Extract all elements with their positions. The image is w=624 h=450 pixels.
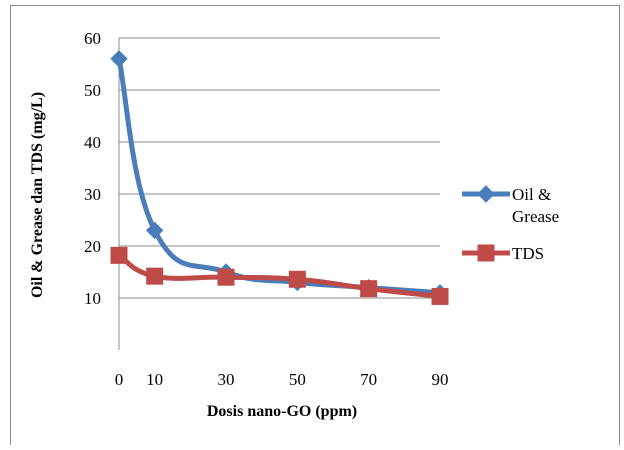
legend-item: Oil & Grease — [462, 185, 559, 226]
series-tds — [111, 247, 448, 304]
x-tick-label: 10 — [146, 370, 163, 389]
x-axis-title: Dosis nano-GO (ppm) — [207, 403, 357, 420]
x-tick-label: 90 — [432, 370, 449, 389]
legend-item: TDS — [462, 244, 544, 263]
series-line — [119, 59, 440, 293]
y-tick-label: 10 — [84, 289, 101, 308]
y-tick-label: 60 — [84, 29, 101, 48]
data-point — [111, 51, 127, 67]
legend-label: Grease — [512, 207, 559, 226]
legend-marker — [478, 245, 494, 261]
legend-marker — [478, 186, 494, 202]
data-point — [361, 281, 377, 297]
x-tick-label: 0 — [115, 370, 124, 389]
series-group — [111, 51, 448, 305]
data-point — [289, 271, 305, 287]
series-line — [119, 255, 440, 296]
gridlines — [119, 38, 440, 298]
x-tick-labels: 0 10 30 50 70 90 — [115, 370, 449, 389]
legend: Oil & Grease TDS — [462, 185, 559, 263]
legend-label: Oil & — [512, 185, 551, 204]
y-tick-label: 20 — [84, 237, 101, 256]
y-axis-title: Oil & Grease dan TDS (mg/L) — [29, 92, 46, 298]
data-point — [147, 268, 163, 284]
y-tick-labels: 10 20 30 40 50 60 — [84, 29, 101, 308]
legend-label: TDS — [512, 244, 544, 263]
y-tick-label: 30 — [84, 185, 101, 204]
x-tick-label: 30 — [218, 370, 235, 389]
data-point — [218, 269, 234, 285]
x-tick-label: 50 — [289, 370, 306, 389]
y-tick-label: 50 — [84, 81, 101, 100]
data-point — [111, 247, 127, 263]
data-point — [432, 288, 448, 304]
x-tick-label: 70 — [360, 370, 377, 389]
series-oil-grease — [111, 51, 448, 301]
y-tick-label: 40 — [84, 133, 101, 152]
axis-gap — [238, 350, 268, 356]
